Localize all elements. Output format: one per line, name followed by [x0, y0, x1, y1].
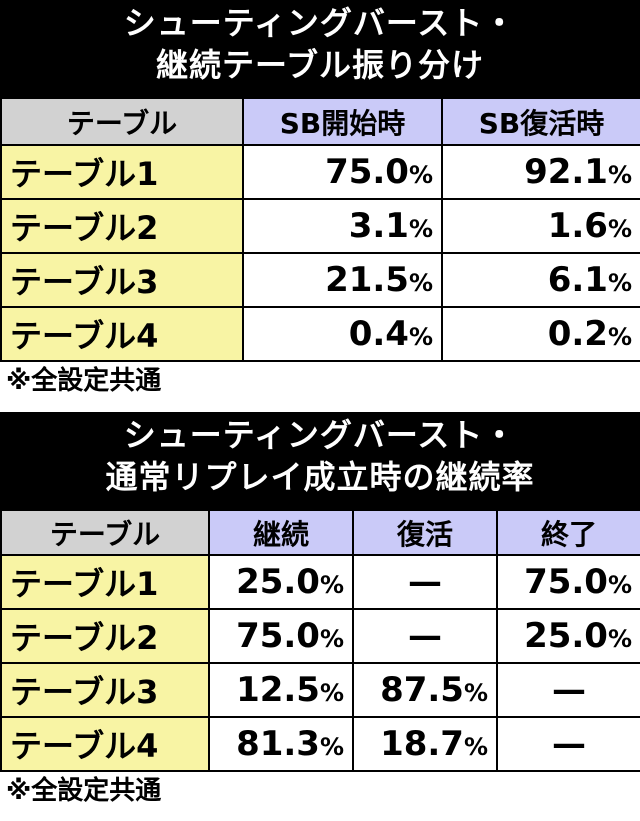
value-cell: 21.5% — [242, 252, 443, 308]
table2: テーブル 継続 復活 終了 テーブル1 25.0% — 75.0% テーブル2 … — [0, 509, 640, 772]
value-cell: 75.0% — [242, 144, 443, 200]
dash-cell: — — [352, 608, 498, 664]
table-row: テーブル4 81.3% 18.7% — — [0, 716, 640, 772]
table1-header-row: テーブル SB開始時 SB復活時 — [0, 97, 640, 146]
table2-title: シューティングバースト・ 通常リプレイ成立時の継続率 — [0, 412, 640, 509]
value-cell: 18.7% — [352, 716, 498, 772]
dash-cell: — — [352, 554, 498, 610]
dash-cell: — — [496, 662, 640, 718]
table2-header-label: テーブル — [0, 509, 210, 556]
row-label: テーブル2 — [0, 608, 210, 664]
value-cell: 6.1% — [441, 252, 640, 308]
table1-header-label: テーブル — [0, 97, 244, 146]
table2-title-line2: 通常リプレイ成立時の継続率 — [105, 458, 535, 496]
table-row: テーブル2 3.1% 1.6% — [0, 198, 640, 254]
table-row: テーブル3 21.5% 6.1% — [0, 252, 640, 308]
row-label: テーブル3 — [0, 662, 210, 718]
table2-header-continue: 継続 — [208, 509, 354, 556]
table-row: テーブル1 25.0% — 75.0% — [0, 554, 640, 610]
row-label: テーブル4 — [0, 716, 210, 772]
value-cell: 0.2% — [441, 306, 640, 362]
row-label: テーブル4 — [0, 306, 244, 362]
value-cell: 1.6% — [441, 198, 640, 254]
table1-title-line2: 継続テーブル振り分け — [155, 46, 485, 84]
table-row: テーブル2 75.0% — 25.0% — [0, 608, 640, 664]
table-row: テーブル1 75.0% 92.1% — [0, 144, 640, 200]
value-cell: 25.0% — [208, 554, 354, 610]
table-row: テーブル3 12.5% 87.5% — — [0, 662, 640, 718]
table-row: テーブル4 0.4% 0.2% — [0, 306, 640, 362]
dash-cell: — — [496, 716, 640, 772]
table1-title: シューティングバースト・ 継続テーブル振り分け — [0, 0, 640, 97]
table2-title-line1: シューティングバースト・ — [123, 416, 517, 454]
table1-header-sb-revival: SB復活時 — [441, 97, 640, 146]
table1-header-sb-start: SB開始時 — [242, 97, 443, 146]
value-cell: 25.0% — [496, 608, 640, 664]
table1-title-line1: シューティングバースト・ — [123, 4, 517, 42]
value-cell: 12.5% — [208, 662, 354, 718]
table2-header-revival: 復活 — [352, 509, 498, 556]
value-cell: 81.3% — [208, 716, 354, 772]
table2-header-end: 終了 — [496, 509, 640, 556]
table2-header-row: テーブル 継続 復活 終了 — [0, 509, 640, 556]
row-label: テーブル1 — [0, 554, 210, 610]
value-cell: 87.5% — [352, 662, 498, 718]
row-label: テーブル3 — [0, 252, 244, 308]
value-cell: 3.1% — [242, 198, 443, 254]
value-cell: 75.0% — [496, 554, 640, 610]
table1: テーブル SB開始時 SB復活時 テーブル1 75.0% 92.1% テーブル2… — [0, 97, 640, 362]
row-label: テーブル2 — [0, 198, 244, 254]
value-cell: 92.1% — [441, 144, 640, 200]
value-cell: 0.4% — [242, 306, 443, 362]
value-cell: 75.0% — [208, 608, 354, 664]
row-label: テーブル1 — [0, 144, 244, 200]
table2-note: ※全設定共通 — [0, 772, 640, 812]
table1-note: ※全設定共通 — [0, 362, 640, 402]
